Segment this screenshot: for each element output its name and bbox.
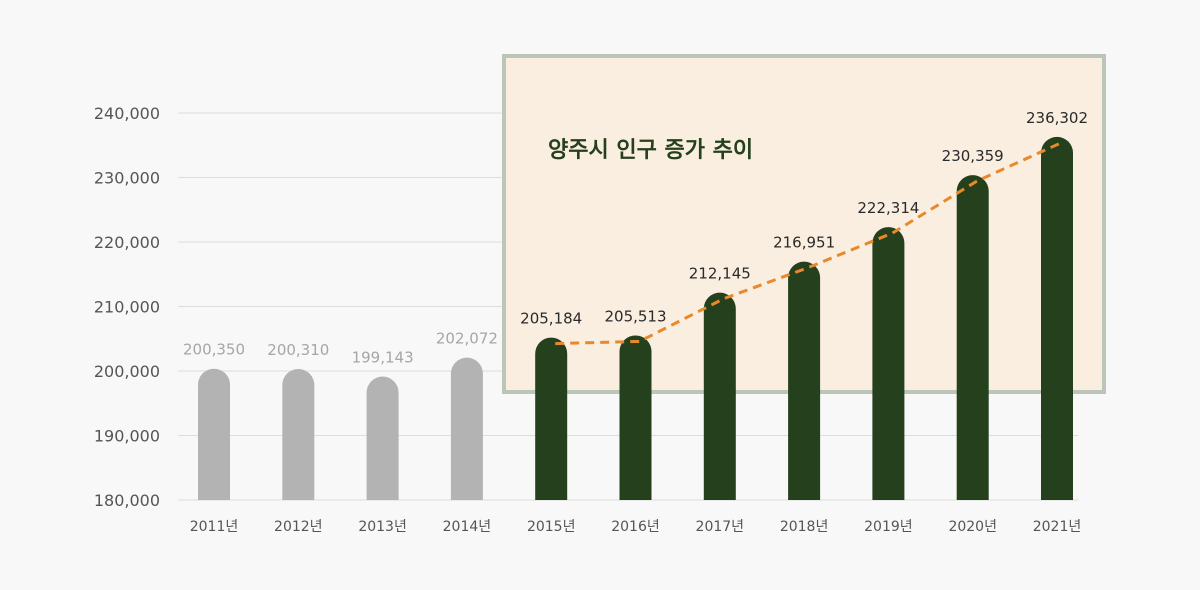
bar [1041,136,1073,500]
y-tick-label: 230,000 [94,169,160,188]
x-tick-label: 2017년 [696,519,745,535]
data-label: 212,145 [689,265,751,283]
x-tick-label: 2013년 [358,519,407,535]
x-tick-label: 2011년 [190,519,239,535]
x-tick-label: 2018년 [780,519,829,535]
bar [535,337,568,500]
trend-line [555,141,1062,346]
bar [619,335,652,500]
x-axis: 2011년 2012년 2013년 2014년 2015년 2016년 2017년 2018년… [190,519,1082,535]
y-tick-label: 180,000 [94,491,160,510]
x-tick-label: 2014년 [443,519,492,535]
bar [703,292,736,500]
bar [198,368,230,500]
y-tick-label: 190,000 [94,427,160,446]
bar [366,376,399,500]
y-tick-label: 240,000 [94,104,160,123]
x-tick-label: 2016년 [611,519,660,535]
data-label: 205,513 [604,307,666,325]
data-label: 236,302 [1026,109,1088,127]
bar [788,261,821,500]
bar [450,357,483,500]
bar [956,175,989,500]
data-label: 202,072 [436,330,498,348]
value-labels: 200,350 200,310 199,143 202,072 205,184 205,5… [183,109,1088,367]
data-label: 205,184 [520,310,582,328]
data-label: 216,951 [773,234,835,252]
y-tick-label: 200,000 [94,362,160,381]
x-tick-label: 2015년 [527,519,576,535]
x-tick-label: 2012년 [274,519,323,535]
bar [872,227,905,500]
data-label: 230,359 [942,147,1004,165]
data-label: 200,350 [183,341,245,359]
data-label: 200,310 [267,341,329,359]
x-tick-label: 2020년 [948,519,997,535]
bars [198,136,1073,500]
x-tick-label: 2019년 [864,519,913,535]
y-tick-label: 210,000 [94,298,160,317]
bar [282,369,315,500]
data-label: 199,143 [352,349,414,367]
data-label: 222,314 [857,199,919,217]
chart-title: 양주시 인구 증가 추이 [548,138,753,163]
y-tick-label: 220,000 [94,233,160,252]
x-tick-label: 2021년 [1033,519,1082,535]
y-axis: 180,000 190,000 200,000 210,000 220,000 230,0… [94,104,160,510]
